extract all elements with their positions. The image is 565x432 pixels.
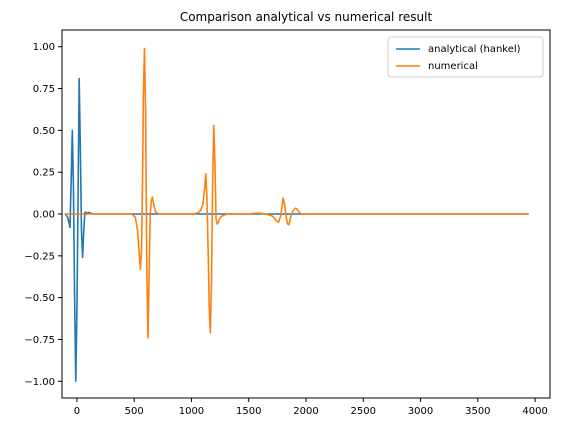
legend-box	[387, 36, 544, 78]
y-tick-label: −0.50	[24, 293, 55, 304]
chart-title: Comparison analytical vs numerical resul…	[180, 10, 433, 24]
y-tick-label: 0.75	[33, 84, 55, 95]
series-line-0	[64, 77, 530, 383]
y-tick-label: 0.50	[33, 126, 55, 137]
y-tick-label: 1.00	[33, 42, 55, 53]
y-tick-label: −1.00	[24, 377, 55, 388]
x-tick-label: 3000	[408, 406, 433, 417]
x-tick-label: 500	[125, 406, 144, 417]
series-line-1	[64, 47, 530, 339]
x-tick-label: 2500	[351, 406, 376, 417]
x-tick-label: 4000	[522, 406, 547, 417]
y-axis-ticks: −1.00 −0.75 −0.50 −0.25 0.00 0.25 0.50 0.75 1.00	[24, 42, 62, 388]
x-tick-label: 0	[74, 406, 80, 417]
y-tick-label: 0.25	[33, 168, 55, 179]
x-tick-label: 2000	[293, 406, 318, 417]
y-tick-label: −0.25	[24, 251, 55, 262]
series-layer	[64, 47, 530, 383]
x-tick-label: 3500	[465, 406, 490, 417]
x-axis-ticks: 0 500 1000 1500 2000 2500 3000 3500 4000	[74, 398, 548, 417]
y-tick-label: 0.00	[33, 210, 55, 221]
y-tick-label: −0.75	[24, 335, 55, 346]
legend-label-analytical: analytical (hankel)	[428, 44, 521, 55]
legend-label-numerical: numerical	[428, 61, 478, 72]
legend: analytical (hankel) numerical	[387, 36, 544, 78]
x-tick-label: 1000	[179, 406, 204, 417]
x-tick-label: 1500	[236, 406, 261, 417]
